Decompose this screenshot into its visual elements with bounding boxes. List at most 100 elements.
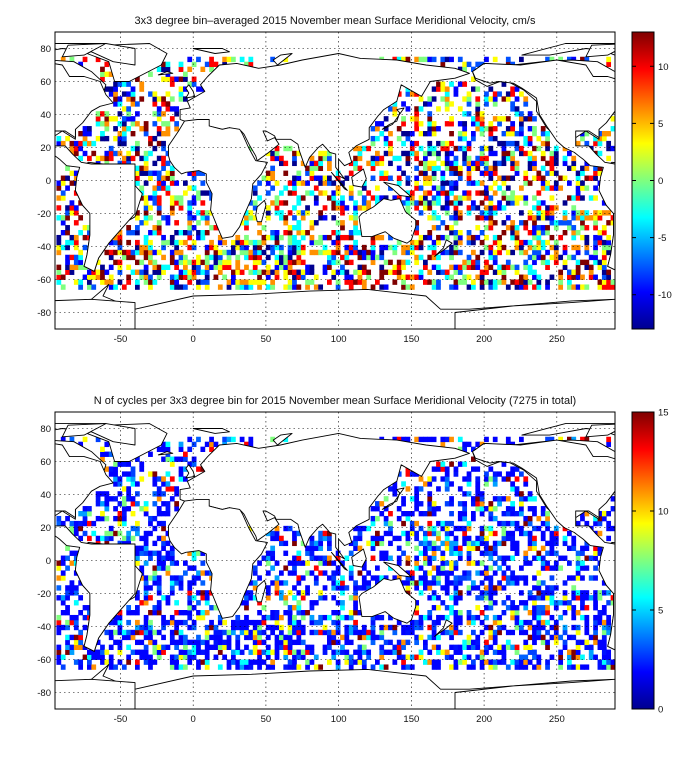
velocity-bin xyxy=(549,195,555,201)
cycles-bin xyxy=(409,530,415,537)
velocity-bin xyxy=(204,190,210,196)
cycles-bin xyxy=(296,610,302,616)
cycles-bin xyxy=(178,664,184,670)
cycles-bin xyxy=(191,580,197,586)
velocity-bin xyxy=(327,180,332,186)
cycles-bin xyxy=(497,629,502,636)
velocity-bin xyxy=(191,244,197,251)
velocity-bin xyxy=(444,106,450,112)
velocity-bin xyxy=(536,210,542,216)
cycles-bin xyxy=(135,659,140,665)
cycles-bin xyxy=(152,550,158,556)
velocity-bin xyxy=(283,160,289,167)
velocity-bin xyxy=(488,244,494,251)
velocity-bin xyxy=(108,145,114,152)
velocity-bin xyxy=(379,249,385,256)
cycles-bin xyxy=(510,545,516,551)
velocity-bin xyxy=(56,264,62,270)
cycles-bin xyxy=(597,511,603,517)
cycles-bin xyxy=(344,654,350,660)
cycles-bin xyxy=(501,600,507,606)
velocity-bin xyxy=(196,86,201,92)
velocity-bin xyxy=(283,254,289,261)
cycles-bin xyxy=(183,570,188,576)
velocity-bin xyxy=(414,254,420,261)
cycles-bin xyxy=(335,614,341,621)
velocity-bin xyxy=(457,56,463,63)
velocity-bin xyxy=(601,239,607,246)
velocity-bin xyxy=(505,200,511,206)
cycles-bin xyxy=(178,619,184,626)
cycles-bin xyxy=(593,614,598,621)
cycles-bin xyxy=(69,550,75,556)
velocity-bin xyxy=(466,284,472,290)
velocity-bin xyxy=(165,160,171,167)
velocity-bin xyxy=(100,131,105,137)
velocity-bin xyxy=(484,195,489,201)
velocity-bin xyxy=(462,96,468,102)
cycles-bin xyxy=(300,624,306,631)
cycles-bin xyxy=(418,580,424,586)
velocity-bin xyxy=(523,249,529,256)
cycles-bin xyxy=(462,575,468,581)
velocity-bin xyxy=(340,220,345,226)
velocity-bin xyxy=(65,239,70,246)
velocity-bin xyxy=(588,175,594,181)
velocity-bin xyxy=(414,200,420,206)
cycles-bin xyxy=(169,619,175,626)
cycles-bin xyxy=(431,619,437,626)
cycles-bin xyxy=(462,491,468,497)
velocity-bin xyxy=(510,165,516,171)
velocity-bin xyxy=(244,234,249,241)
cycles-bin xyxy=(213,629,219,636)
cycles-bin xyxy=(121,540,127,547)
velocity-bin xyxy=(287,234,293,241)
cycles-bin xyxy=(505,555,511,561)
cycles-bin xyxy=(335,600,341,606)
cycles-bin xyxy=(532,605,537,611)
velocity-bin xyxy=(392,264,398,270)
cycles-bin xyxy=(514,580,520,586)
cycles-bin xyxy=(532,555,537,561)
velocity-bin xyxy=(540,126,546,132)
cycles-bin xyxy=(139,649,145,655)
cycles-bin xyxy=(65,619,70,626)
velocity-bin xyxy=(519,111,524,117)
cycles-bin xyxy=(497,659,502,665)
velocity-bin xyxy=(292,269,297,275)
velocity-bin xyxy=(292,160,297,167)
cycles-bin xyxy=(479,580,485,586)
cycles-bin xyxy=(514,486,520,492)
velocity-bin xyxy=(265,264,271,270)
cycles-bin xyxy=(252,580,258,586)
velocity-bin xyxy=(261,175,267,181)
cycles-bin xyxy=(549,530,555,537)
cycles-bin xyxy=(187,649,193,655)
velocity-bin xyxy=(379,254,385,261)
velocity-bin xyxy=(165,150,171,157)
velocity-bin xyxy=(379,155,385,162)
velocity-bin xyxy=(274,155,280,162)
cycles-bin xyxy=(488,575,494,581)
cycles-bin xyxy=(457,610,463,616)
cycles-bin xyxy=(248,580,254,586)
cycles-bin xyxy=(322,535,328,542)
cycles-bin xyxy=(527,619,533,626)
velocity-bin xyxy=(588,274,594,280)
velocity-bin xyxy=(244,284,249,290)
velocity-bin xyxy=(69,180,75,186)
velocity-bin xyxy=(562,249,568,256)
cycles-bin xyxy=(501,575,507,581)
cycles-bin xyxy=(471,540,476,547)
cycles-bin xyxy=(418,634,424,641)
velocity-bin xyxy=(601,244,607,251)
velocity-bin xyxy=(606,145,612,152)
cycles-bin xyxy=(475,481,481,487)
velocity-bin xyxy=(584,249,590,256)
cycles-bin xyxy=(196,649,201,655)
cycles-bin xyxy=(292,624,297,631)
cycles-bin xyxy=(95,501,101,507)
cycles-bin xyxy=(597,659,603,665)
cycles-bin xyxy=(73,530,79,537)
